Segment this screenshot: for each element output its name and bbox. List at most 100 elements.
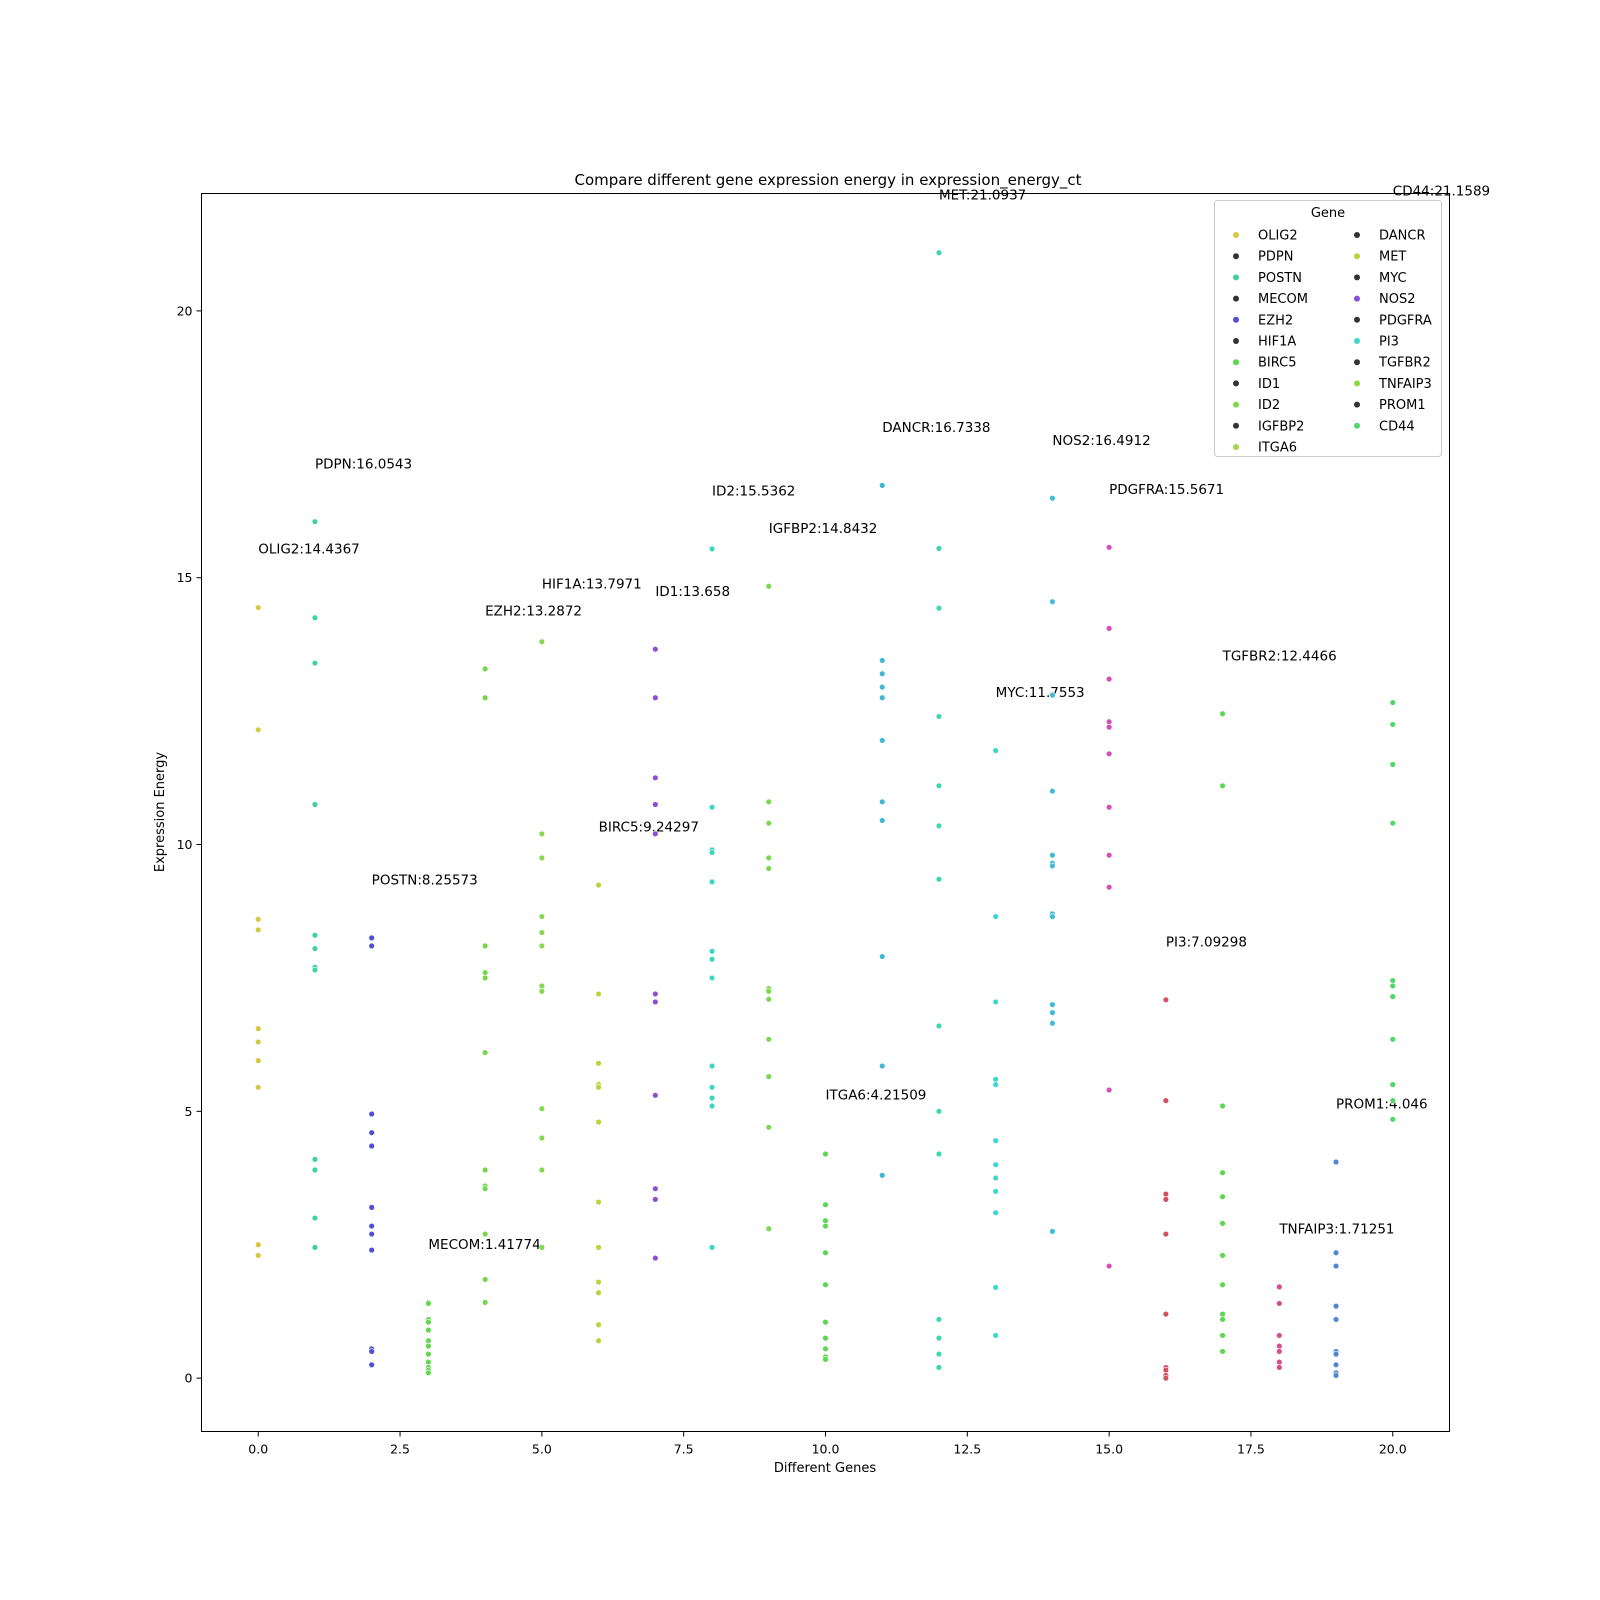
legend: Gene OLIG2 PDPN POSTN MECOM EZH2 HIF1A BIRC5 ID… — [1214, 200, 1442, 457]
legend-title: Gene — [1311, 206, 1345, 221]
data-point — [652, 1092, 659, 1099]
legend-label: EZH2 — [1258, 313, 1293, 328]
data-point — [1276, 1348, 1283, 1355]
annotation-layer: OLIG2:14.4367 PDPN:16.0543 POSTN:8.25573 ME… — [258, 184, 1490, 1253]
data-point — [255, 604, 262, 611]
legend-marker — [1354, 359, 1360, 366]
data-point — [1162, 1097, 1170, 1104]
data-point — [1105, 718, 1113, 725]
legend-marker — [1233, 253, 1239, 260]
data-point — [992, 1332, 999, 1339]
data-point — [538, 830, 546, 838]
point-annotation: CD44:21.1589 — [1393, 184, 1490, 200]
data-point — [822, 1318, 829, 1326]
data-point — [652, 774, 659, 782]
data-point — [765, 996, 772, 1003]
data-point — [311, 518, 319, 525]
point-annotation: ITGA6:4.21509 — [826, 1088, 927, 1104]
data-point — [708, 956, 716, 963]
data-point — [311, 1244, 319, 1251]
data-point — [595, 1289, 602, 1296]
data-point — [1049, 691, 1056, 699]
data-point — [311, 945, 319, 952]
data-point — [879, 817, 886, 824]
data-point — [1332, 1350, 1340, 1358]
data-point — [425, 1342, 432, 1350]
data-point — [538, 942, 546, 950]
data-point — [368, 942, 375, 950]
legend-label: TNFAIP3 — [1378, 377, 1432, 392]
data-point — [425, 1318, 432, 1326]
legend-label: ID1 — [1258, 377, 1280, 392]
data-point — [708, 974, 716, 982]
data-point — [822, 1345, 829, 1352]
data-point — [1389, 721, 1396, 728]
data-point — [538, 1166, 546, 1174]
data-point — [708, 948, 716, 955]
data-point — [368, 1246, 375, 1254]
legend-marker — [1233, 338, 1239, 344]
point-annotation: MECOM:1.41774 — [428, 1237, 540, 1253]
data-point — [1332, 1372, 1340, 1379]
data-point — [481, 974, 489, 982]
legend-marker — [1233, 359, 1239, 366]
legend-label: DANCR — [1379, 229, 1426, 244]
data-point — [311, 1156, 319, 1163]
data-point — [1049, 851, 1056, 859]
data-point — [652, 998, 659, 1006]
point-annotation: ID1:13.658 — [655, 584, 730, 600]
x-tick-label: 17.5 — [1237, 1442, 1265, 1457]
data-point — [879, 683, 886, 691]
data-point — [481, 1185, 489, 1192]
data-point — [538, 988, 546, 995]
data-point — [935, 1350, 943, 1358]
data-point — [595, 881, 602, 889]
data-point — [1105, 1262, 1113, 1270]
point-annotation: POSTN:8.25573 — [372, 873, 478, 889]
data-point — [1105, 723, 1113, 731]
data-point — [652, 830, 659, 838]
data-point — [1162, 996, 1170, 1004]
y-axis-label: Expression Energy — [153, 752, 168, 873]
data-point — [765, 1036, 772, 1043]
data-point — [935, 822, 943, 830]
chart-title: Compare different gene expression energy… — [575, 171, 1082, 190]
data-point — [822, 1356, 829, 1363]
data-point — [1162, 1366, 1170, 1374]
data-point — [595, 990, 602, 998]
data-point — [765, 1124, 772, 1131]
data-point — [1049, 913, 1056, 920]
data-point — [1332, 1158, 1340, 1166]
data-point — [425, 1369, 432, 1377]
data-point — [1389, 699, 1396, 706]
legend-marker — [1354, 253, 1360, 260]
data-point — [1389, 1036, 1396, 1043]
data-point — [425, 1358, 432, 1366]
data-point — [368, 1204, 375, 1211]
data-point — [1105, 1086, 1113, 1094]
data-point — [652, 1185, 659, 1192]
x-tick-label: 10.0 — [812, 1442, 840, 1457]
data-point — [879, 670, 886, 677]
data-point — [708, 1094, 716, 1102]
data-point — [1332, 1361, 1340, 1368]
legend-marker — [1354, 232, 1360, 238]
data-point — [311, 1166, 319, 1174]
legend-label: HIF1A — [1258, 335, 1296, 350]
legend-marker — [1354, 422, 1360, 429]
legend-label: POSTN — [1258, 271, 1302, 286]
x-tick-label: 7.5 — [674, 1442, 694, 1457]
data-point — [1105, 544, 1113, 551]
data-point — [255, 726, 262, 733]
x-tick-label: 2.5 — [390, 1442, 410, 1457]
data-point — [425, 1300, 432, 1307]
data-point — [935, 1334, 943, 1342]
data-point — [255, 1084, 262, 1091]
data-point — [538, 1134, 546, 1142]
data-point — [879, 1062, 886, 1070]
data-point — [992, 998, 999, 1006]
data-point — [595, 1198, 602, 1206]
data-point — [652, 990, 659, 998]
data-point — [481, 665, 489, 673]
data-point — [1219, 710, 1226, 717]
